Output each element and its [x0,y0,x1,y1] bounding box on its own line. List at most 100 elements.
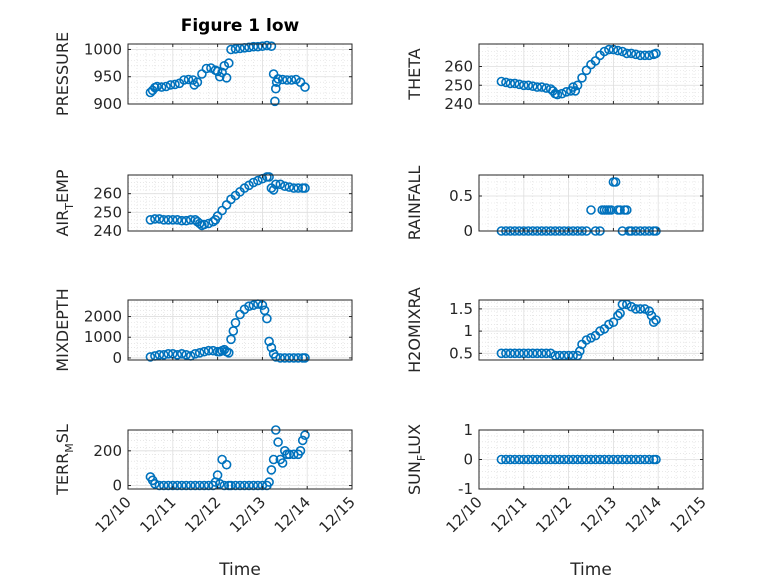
y-tick-label: 1 [463,322,473,340]
data-point [212,66,223,77]
x-axis-label: Time [218,560,261,580]
data-point [651,315,661,325]
data-point [651,454,661,465]
plot-area [128,44,352,104]
data-point [621,205,632,215]
data-point [275,353,286,363]
data-point [300,430,310,441]
data-series [496,44,661,100]
data-point [514,79,525,90]
data-point [248,177,259,188]
x-tick-label: 12/13 [577,493,620,536]
data-point [635,304,646,314]
data-point [541,454,552,465]
data-point [518,454,529,465]
data-point [259,305,270,316]
data-point [224,347,234,358]
data-point [179,75,189,85]
data-point [268,185,279,195]
data-point [215,478,225,489]
y-tick-label: 1000 [84,328,122,346]
y-tick-label: 240 [444,95,473,113]
data-point [152,81,162,92]
subplot-terr_msl: 0 200 12/10 12/11 12/12 12/13 12/14 12/15 Time [92,425,359,580]
y-tick-label: 0 [463,451,473,469]
data-point [300,183,310,193]
chart-title: Figure 1 low [181,16,300,36]
data-point [545,348,556,359]
data-point [248,41,259,52]
y-tick-label: 260 [93,185,122,203]
y-tick-label: 250 [93,203,122,221]
data-point [264,336,274,347]
data-point [581,65,592,76]
y-tick-label: 0 [112,477,122,495]
y-tick-label: 900 [93,95,122,113]
x-tick-label: 12/10 [92,493,135,536]
data-point [192,77,203,87]
data-point [159,349,169,360]
data-point [595,454,605,465]
y-axis-label: RAINFALL [405,166,424,241]
data-point [161,81,171,92]
data-point [226,334,236,345]
data-point [203,345,214,356]
data-point [496,76,507,87]
data-point [284,353,295,363]
data-point [172,215,183,225]
data-point [244,42,254,53]
y-tick-label: 0.5 [449,187,473,205]
data-point [626,48,637,59]
data-point [615,205,625,215]
y-tick-label: -1 [458,480,473,498]
x-tick-label: 12/12 [532,493,575,536]
data-point [253,175,263,186]
data-point [613,454,623,465]
data-point [273,74,283,84]
data-point [557,88,567,99]
data-point [630,454,641,465]
data-point [552,89,563,100]
data-point [181,349,191,360]
data-point [621,454,632,465]
data-point [604,44,614,55]
x-tick-label: 12/11 [487,493,530,536]
data-point [536,82,547,92]
y-tick-label: 250 [444,76,473,94]
data-point [639,454,650,465]
y-tick-label: 1.5 [449,300,473,318]
subplot-mixdepth: 0 1000 2000 [84,299,353,367]
x-tick-label: 12/12 [181,493,224,536]
data-point [648,317,659,328]
data-point [590,454,601,465]
data-point [496,454,507,465]
data-point [536,454,547,465]
data-series [145,172,310,231]
data-point [177,348,187,359]
data-point [264,172,274,182]
data-point [527,454,538,465]
data-point [615,308,625,319]
data-point [277,74,288,85]
data-point [154,214,165,224]
data-point [224,58,234,68]
y-axis-label: SUNFLUX [405,424,428,495]
data-point [541,348,552,359]
data-point [639,50,650,61]
data-point [221,73,232,83]
y-axis-label: PRESSURE [53,32,72,116]
data-point [577,73,587,83]
data-point [150,478,160,489]
data-point [199,346,209,357]
x-tick-label: 12/15 [316,493,359,536]
data-point [617,46,628,57]
data-point [599,454,610,465]
axes-box [127,174,353,232]
data-point [293,353,304,363]
data-point [554,454,565,465]
data-point [284,449,295,460]
data-point [288,183,299,193]
